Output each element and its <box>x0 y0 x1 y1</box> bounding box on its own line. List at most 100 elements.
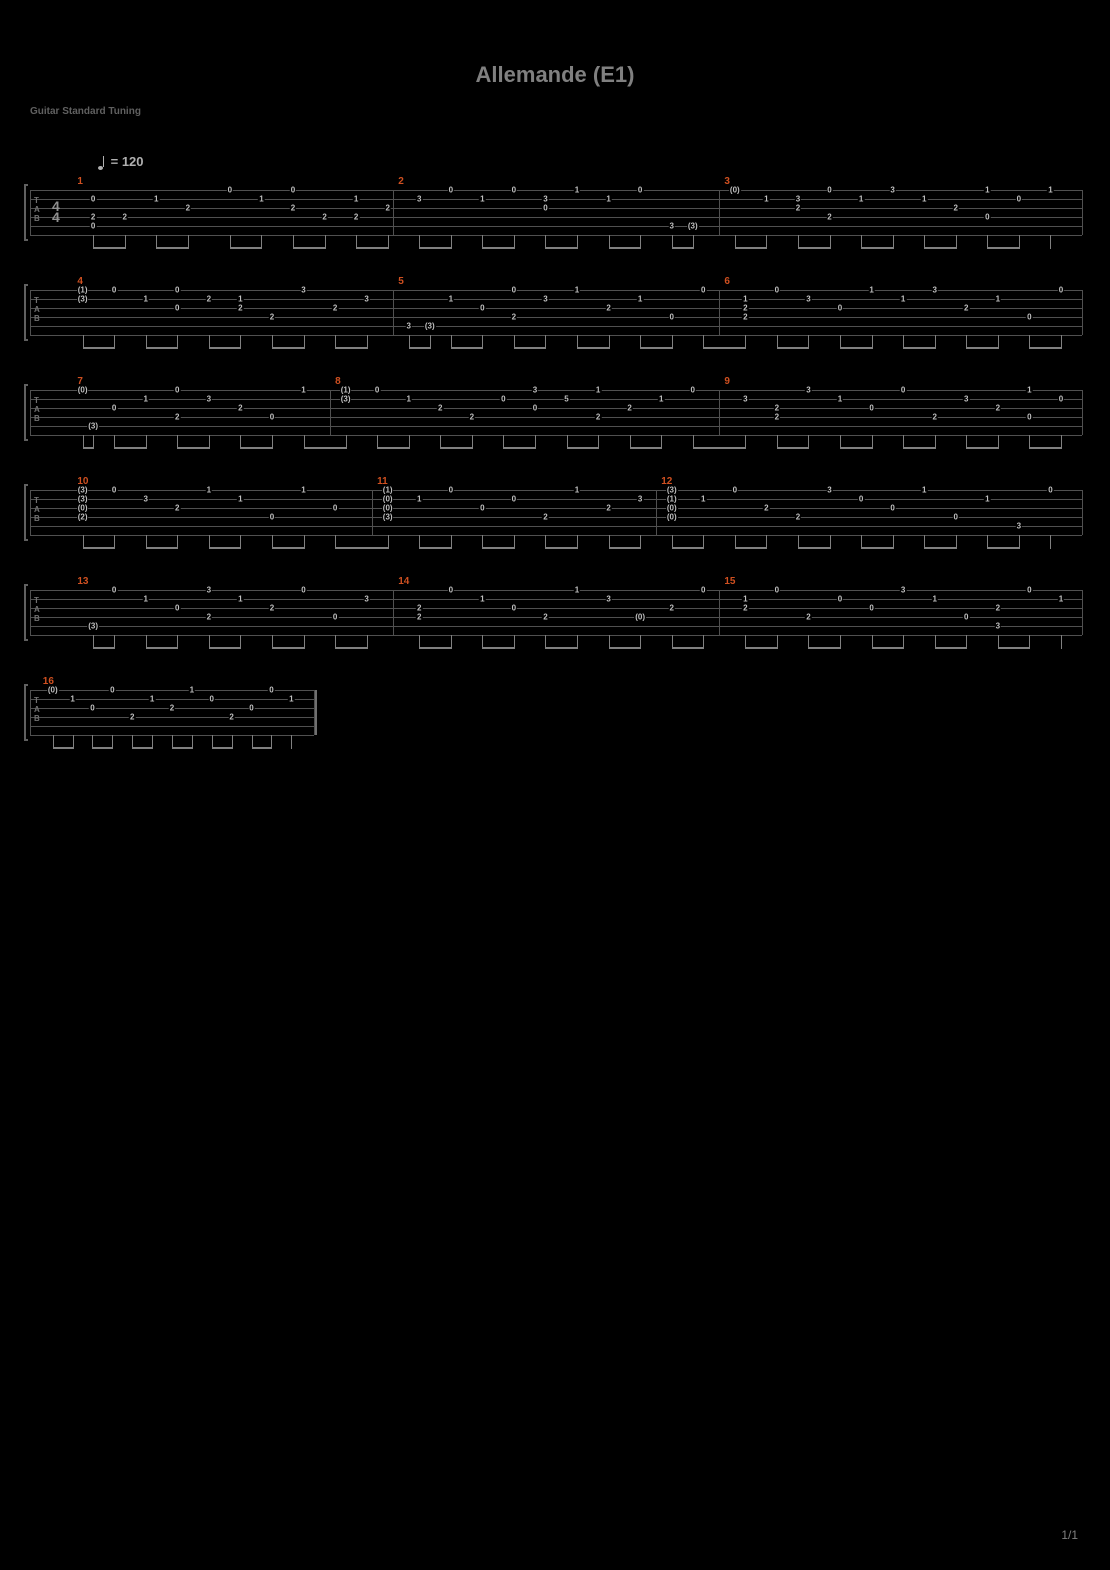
fret-number: 0 <box>690 386 696 395</box>
note-stem <box>777 635 778 649</box>
fret-number: 1 <box>595 386 601 395</box>
beam <box>777 347 809 349</box>
tab-staff <box>30 390 1082 435</box>
note-stem <box>998 335 999 349</box>
note-stem <box>577 235 578 249</box>
beam <box>745 647 777 649</box>
fret-number: 1 <box>69 695 75 704</box>
fret-number: 3 <box>900 586 906 595</box>
fret-number: 3 <box>206 586 212 595</box>
fret-number: 0 <box>89 704 95 713</box>
note-stem <box>514 235 515 249</box>
fret-number: 1 <box>237 495 243 504</box>
note-stem <box>482 335 483 349</box>
note-stem <box>872 435 873 449</box>
fret-number: 0 <box>511 286 517 295</box>
fret-number: 1 <box>574 286 580 295</box>
fret-number: 0 <box>448 186 454 195</box>
note-stem <box>451 635 452 649</box>
fret-number: 0 <box>963 613 969 622</box>
tab-clef-label: TAB <box>34 696 40 723</box>
staff-line <box>30 717 314 718</box>
barline <box>1082 590 1083 635</box>
page-number: 1/1 <box>1061 1528 1078 1542</box>
beam <box>735 547 767 549</box>
fret-number: 3 <box>206 395 212 404</box>
fret-number: 1 <box>742 295 748 304</box>
barline <box>30 290 31 335</box>
fret-number: 2 <box>290 204 296 213</box>
fret-number: 3 <box>995 622 1001 631</box>
note-stem <box>966 635 967 649</box>
beam <box>567 447 599 449</box>
tab-staff <box>30 590 1082 635</box>
staff-line <box>30 626 1082 627</box>
staff-line <box>30 290 1082 291</box>
fret-number: 2 <box>805 613 811 622</box>
fret-number: 2 <box>237 304 243 313</box>
note-stem <box>903 635 904 649</box>
beam <box>482 547 514 549</box>
fret-number: 1 <box>637 295 643 304</box>
staff-line <box>30 335 1082 336</box>
beam <box>419 547 451 549</box>
fret-number: 1 <box>900 295 906 304</box>
fret-number: 1 <box>237 295 243 304</box>
note-stem <box>367 635 368 649</box>
fret-number: 0 <box>900 386 906 395</box>
fret-number: 1 <box>605 195 611 204</box>
note-stem <box>73 735 74 749</box>
fret-number: 1 <box>574 186 580 195</box>
fret-number: 1 <box>189 686 195 695</box>
beam <box>377 447 409 449</box>
fret-number: 0 <box>1016 195 1022 204</box>
beam <box>798 547 830 549</box>
note-stem <box>514 535 515 549</box>
fret-number: 1 <box>868 286 874 295</box>
staff-line <box>30 517 1082 518</box>
fret-number: 1 <box>448 295 454 304</box>
fret-number: 0 <box>300 586 306 595</box>
fret-number: 2 <box>90 213 96 222</box>
fret-number: 1 <box>984 186 990 195</box>
barline <box>719 590 720 635</box>
fret-number: 3 <box>889 186 895 195</box>
fret-number: 2 <box>542 613 548 622</box>
system-bracket <box>24 284 28 341</box>
system-bracket <box>24 684 28 741</box>
fret-number: 1 <box>931 595 937 604</box>
beam <box>451 347 483 349</box>
note-stem <box>114 335 115 349</box>
fret-number: 0 <box>174 604 180 613</box>
beam <box>924 547 956 549</box>
beam <box>209 547 241 549</box>
barline <box>30 490 31 535</box>
barline <box>393 190 394 235</box>
fret-number: 0 <box>109 686 115 695</box>
fret-number: 1 <box>742 595 748 604</box>
note-stem <box>1050 535 1051 549</box>
beam <box>903 347 935 349</box>
note-stem <box>1061 435 1062 449</box>
beam <box>703 347 745 349</box>
note-stem <box>577 535 578 549</box>
beam <box>1029 347 1061 349</box>
fret-number: 2 <box>742 304 748 313</box>
note-stem <box>1019 535 1020 549</box>
beam <box>93 647 114 649</box>
staff-line <box>30 399 1082 400</box>
fret-number: 0 <box>666 513 678 522</box>
fret-number: 0 <box>700 286 706 295</box>
note-stem <box>703 635 704 649</box>
fret-number: 0 <box>268 686 274 695</box>
staff-system: TAB4561301002212323331002312100122030113… <box>30 290 1082 335</box>
note-stem <box>304 635 305 649</box>
tab-staff <box>30 490 1082 535</box>
note-stem <box>672 335 673 349</box>
beam <box>146 347 178 349</box>
fret-number: 1 <box>984 495 990 504</box>
fret-number: 1 <box>700 495 706 504</box>
fret-number: 3 <box>77 295 89 304</box>
fret-number: 1 <box>142 295 148 304</box>
note-stem <box>893 235 894 249</box>
